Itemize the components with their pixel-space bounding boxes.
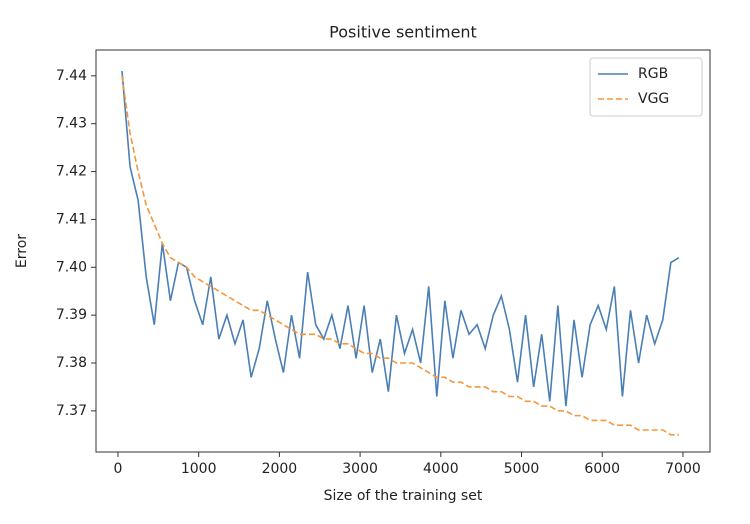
x-tick-label: 2000 xyxy=(262,461,298,477)
x-axis-label: Size of the training set xyxy=(324,488,483,504)
y-tick-label: 7.37 xyxy=(56,403,87,419)
y-tick-label: 7.40 xyxy=(56,259,87,275)
y-tick-label: 7.44 xyxy=(56,68,87,84)
x-tick-label: 5000 xyxy=(504,461,540,477)
y-axis-label: Error xyxy=(14,234,30,268)
x-tick-label: 0 xyxy=(113,461,122,477)
x-tick-label: 4000 xyxy=(423,461,459,477)
legend-label: RGB xyxy=(638,66,668,82)
y-tick-label: 7.42 xyxy=(56,164,87,180)
x-tick-label: 3000 xyxy=(342,461,378,477)
plot-frame xyxy=(95,49,711,453)
series-line xyxy=(121,75,679,436)
y-tick-label: 7.38 xyxy=(56,355,87,371)
legend-box xyxy=(589,57,703,117)
chart-title: Positive sentiment xyxy=(329,23,477,42)
y-tick-label: 7.39 xyxy=(56,307,87,323)
y-tick-label: 7.43 xyxy=(56,116,87,132)
x-tick-label: 1000 xyxy=(181,461,217,477)
y-tick-label: 7.41 xyxy=(56,211,87,227)
series-line xyxy=(121,70,680,407)
x-tick-label: 7000 xyxy=(665,461,701,477)
legend-label: VGG xyxy=(638,91,669,107)
x-tick-label: 6000 xyxy=(584,461,620,477)
